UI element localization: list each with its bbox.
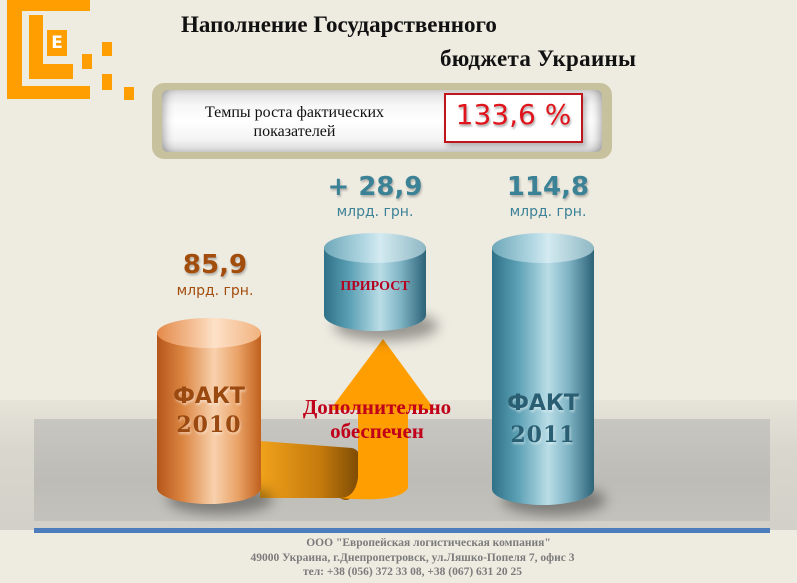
logo-letter: E bbox=[47, 30, 67, 56]
cylinder-2011-label: ФАКТ bbox=[507, 391, 579, 416]
growth-rate-label: Темпы роста фактических показателей bbox=[204, 104, 385, 140]
unit-2010: млрд. грн. bbox=[176, 283, 254, 299]
footer-company: ООО "Европейская логистическая компания" bbox=[306, 537, 551, 549]
cylinder-growth-label: ПРИРОСТ bbox=[340, 279, 410, 294]
growth-rate-value: 133,6 % bbox=[455, 98, 572, 131]
blue-divider-line bbox=[34, 528, 770, 533]
page-title-line-1: Наполнение Государственного bbox=[181, 12, 497, 37]
annotation-line-1: Дополнительно bbox=[302, 395, 452, 419]
page-title-line-2: бюджета Украины bbox=[440, 46, 637, 71]
value-2011: 114,8 bbox=[506, 172, 590, 202]
cylinder-fact-2011: ФАКТ 2011 bbox=[492, 233, 606, 515]
company-logo: E bbox=[6, 0, 136, 100]
footer-phone: тел: +38 (056) 372 33 08, +38 (067) 631 … bbox=[302, 566, 523, 578]
unit-2011: млрд. грн. bbox=[509, 204, 587, 220]
annotation-text: Дополнительно обеспечен bbox=[282, 395, 472, 443]
cylinder-fact-2010: ФАКТ 2010 bbox=[157, 318, 273, 514]
annotation-line-2: обеспечен bbox=[330, 419, 424, 443]
cylinder-2010-label: ФАКТ bbox=[173, 384, 245, 409]
unit-growth: млрд. грн. bbox=[336, 204, 414, 220]
growth-rate-value-box bbox=[444, 93, 583, 143]
cylinder-growth: ПРИРОСТ bbox=[324, 233, 438, 341]
footer-address: 49000 Украина, г.Днепропетровск, ул.Ляшк… bbox=[250, 551, 575, 564]
footer: ООО "Европейская логистическая компания"… bbox=[0, 536, 797, 580]
cylinder-2011-year: 2011 bbox=[510, 422, 576, 448]
value-growth: + 28,9 bbox=[327, 172, 423, 202]
cylinder-2010-year: 2010 bbox=[176, 412, 242, 438]
value-2010: 85,9 bbox=[182, 250, 248, 280]
growth-arrow-icon bbox=[260, 339, 435, 501]
